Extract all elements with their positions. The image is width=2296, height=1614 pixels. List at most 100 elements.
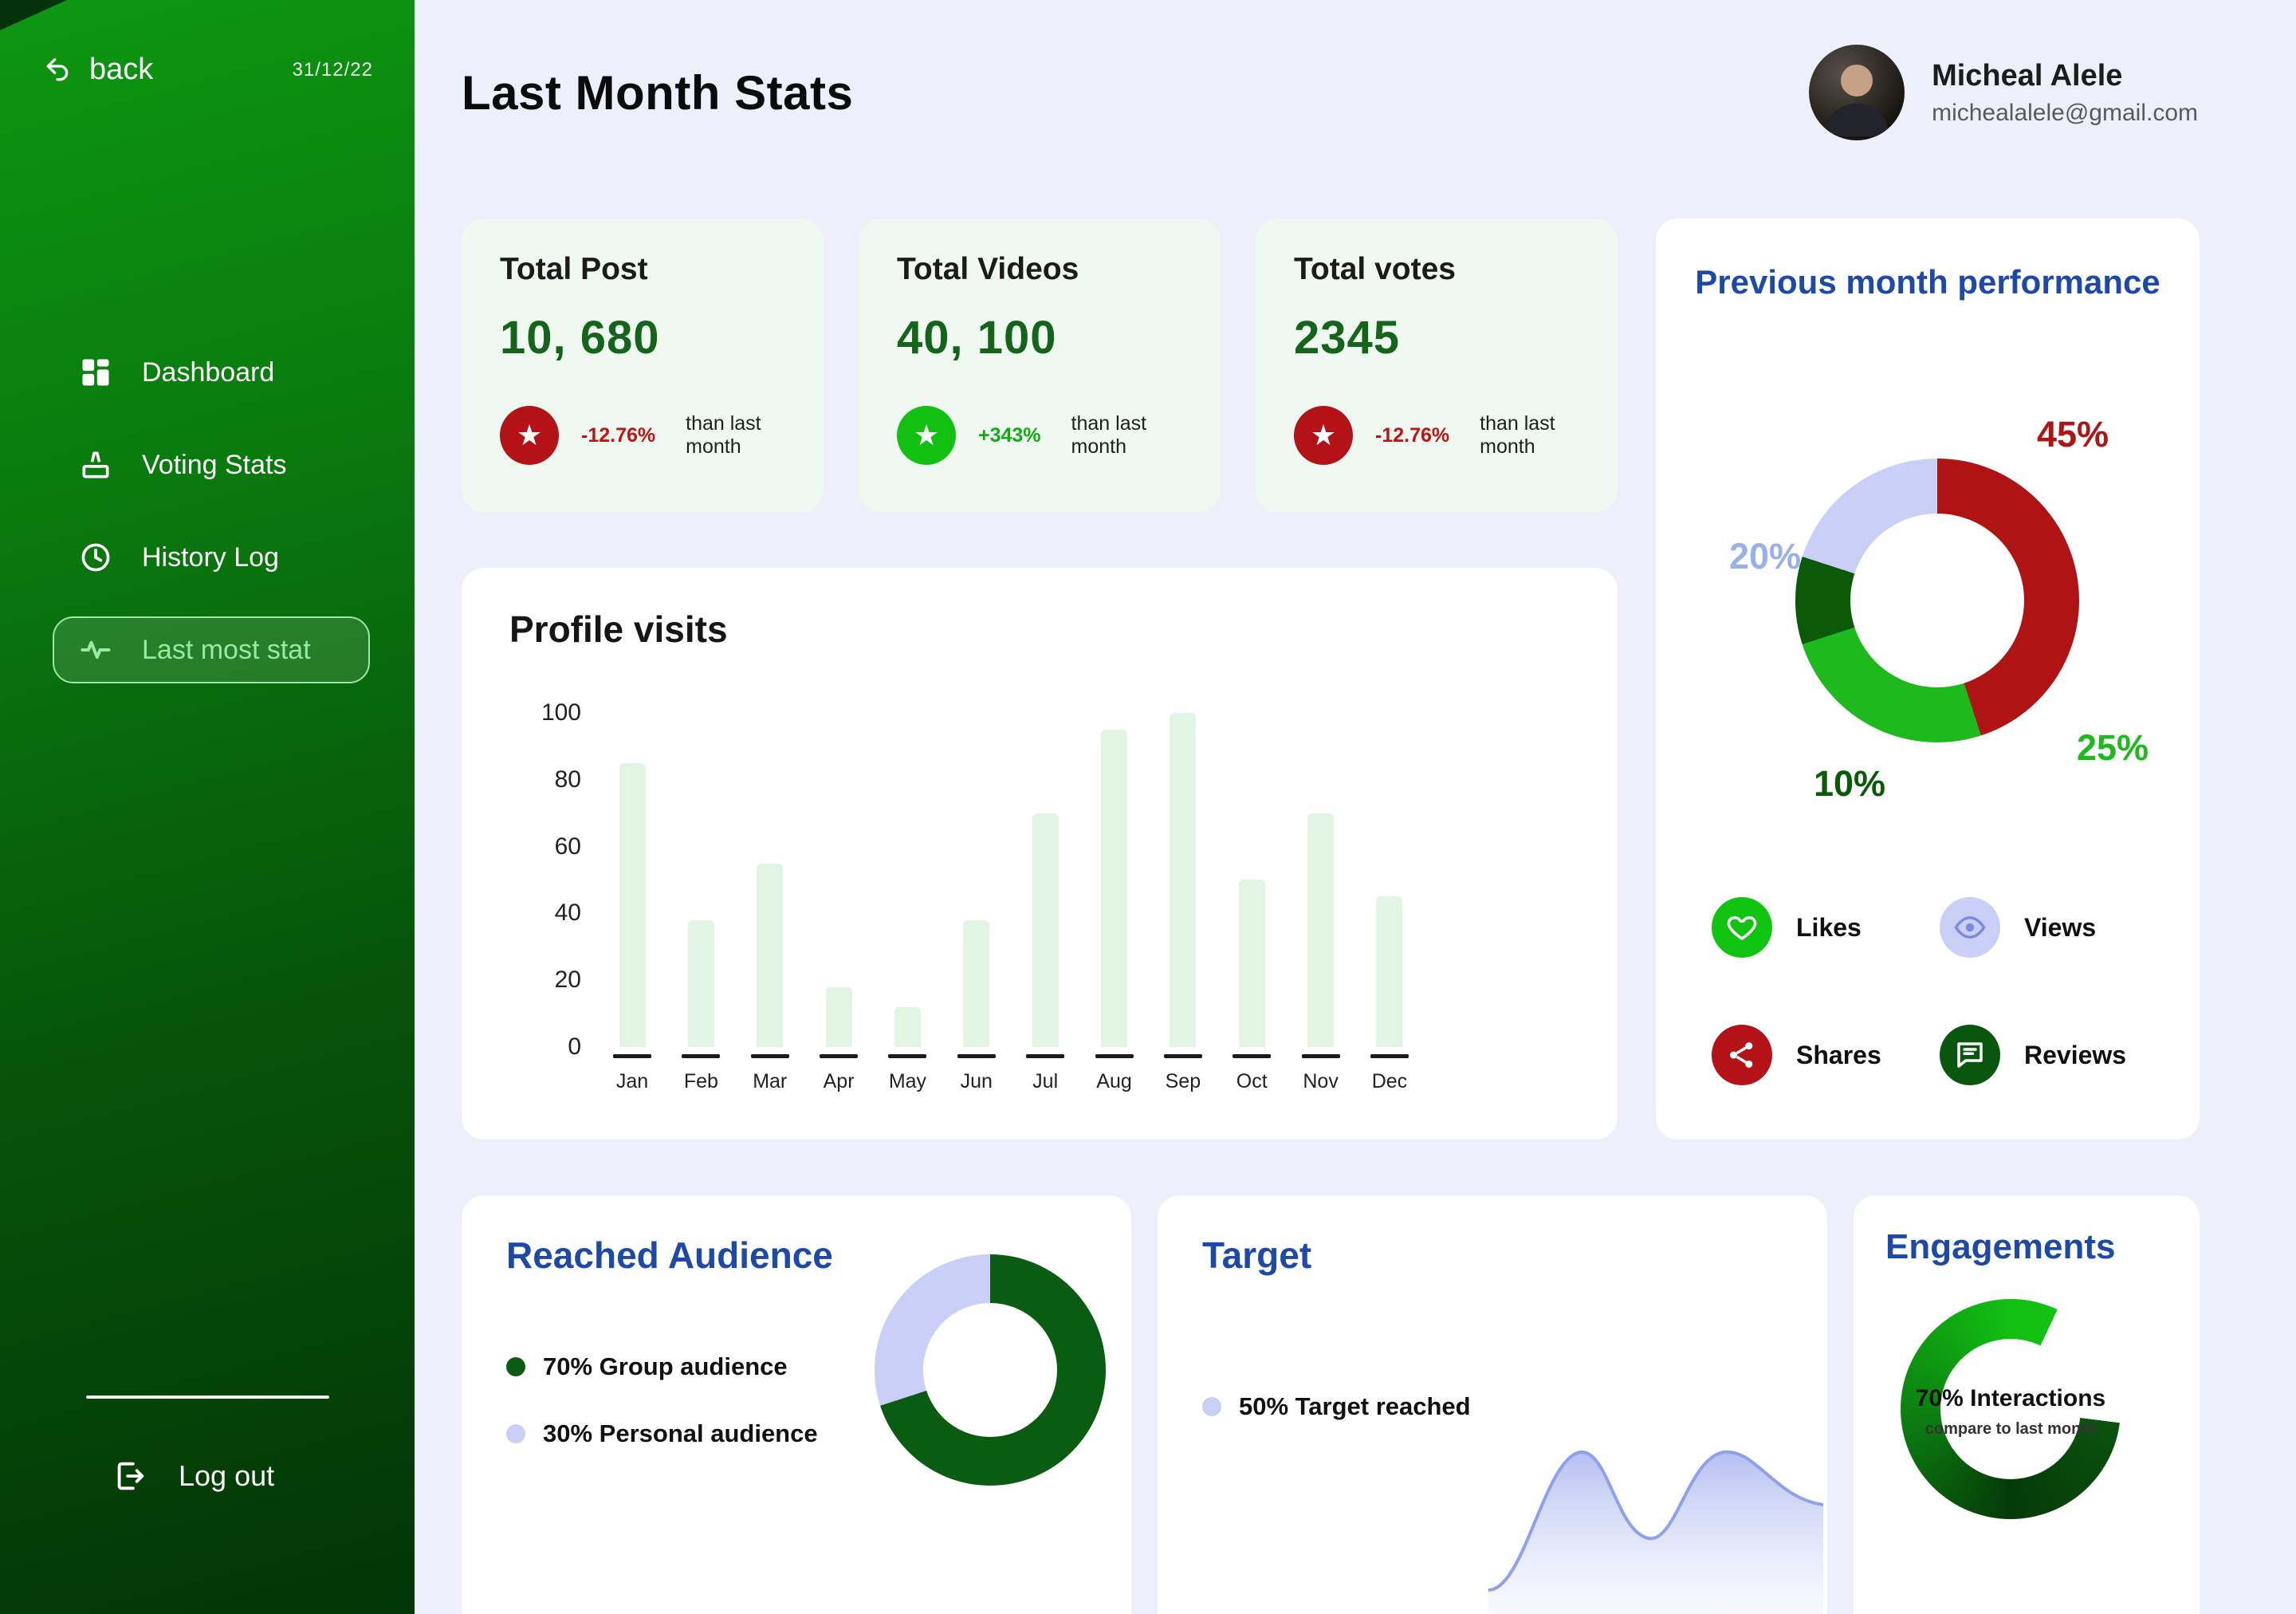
donut-label-45: 45%	[2037, 414, 2109, 455]
date-label: 31/12/22	[292, 58, 373, 81]
stat-delta: -12.76%	[1375, 423, 1450, 447]
back-label: back	[89, 53, 154, 86]
bar	[619, 763, 646, 1047]
engagement-subtext: compare to last month	[1924, 1420, 2097, 1438]
sidebar-item-history-log[interactable]: History Log	[53, 524, 370, 591]
performance-legend: Likes Views Shares	[1712, 897, 2168, 1085]
y-tick-label: 40	[554, 900, 581, 927]
star-badge-icon: ★	[897, 406, 956, 465]
audience-donut	[875, 1254, 1106, 1486]
bar	[894, 1007, 921, 1047]
bar-column: Jan	[608, 713, 656, 1092]
heart-icon	[1712, 897, 1772, 958]
x-axis-label: Dec	[1371, 1070, 1408, 1092]
x-axis-label: May	[888, 1070, 927, 1092]
axis-tick	[1163, 1054, 1202, 1058]
avatar[interactable]	[1809, 45, 1905, 140]
content: Last Month Stats Micheal Alele michealal…	[415, 0, 2296, 1614]
stats-row: Total Post 10, 680 ★ -12.76% than last m…	[462, 218, 1618, 512]
stat-value: 40, 100	[897, 312, 1057, 364]
target-legend: 50% Target reached	[1202, 1392, 1783, 1421]
engagement-gauge	[1901, 1299, 2121, 1519]
legend-item-target-reached: 50% Target reached	[1202, 1392, 1783, 1421]
star-badge-icon: ★	[1294, 406, 1353, 465]
performance-title: Previous month performance	[1695, 263, 2160, 301]
bar-column: Aug	[1091, 713, 1138, 1092]
lavender-dot-icon	[506, 1424, 525, 1443]
sidebar-item-label: Last most stat	[142, 634, 311, 665]
sidebar-item-dashboard[interactable]: Dashboard	[53, 339, 370, 406]
bar	[757, 864, 784, 1047]
bar	[1170, 713, 1197, 1047]
star-badge-icon: ★	[500, 406, 559, 465]
axis-tick	[750, 1054, 789, 1058]
legend-label: Reviews	[2024, 1040, 2127, 1069]
y-tick-label: 60	[554, 833, 581, 860]
bar	[1032, 813, 1059, 1047]
legend-label: 30% Personal audience	[543, 1419, 818, 1447]
y-tick-label: 0	[568, 1033, 581, 1060]
bar-plot: Jan Feb Mar Apr May Jun Jul Aug Sep Oct Nov Dec	[608, 713, 1413, 1092]
sidebar-top: back 31/12/22	[0, 0, 415, 87]
eye-icon	[1940, 897, 2000, 958]
bar-column: Mar	[746, 713, 794, 1092]
axis-tick	[888, 1054, 927, 1058]
sidebar-item-label: History Log	[142, 541, 279, 573]
x-axis-label: Jan	[615, 1070, 649, 1092]
donut-label-25: 25%	[2077, 727, 2149, 768]
stat-note: than last month	[686, 412, 761, 458]
green-dot-icon	[506, 1357, 525, 1376]
target-card: Target 50% Target reached	[1158, 1195, 1827, 1614]
sidebar: back 31/12/22 Dashboard Vo	[0, 0, 415, 1614]
bar	[963, 920, 990, 1047]
stat-value: 10, 680	[500, 312, 660, 364]
stat-foot: ★ -12.76% than last month	[1294, 406, 1579, 465]
share-icon	[1712, 1025, 1772, 1085]
pulse-icon	[81, 640, 111, 659]
stat-card-total-votes: Total votes 2345 ★ -12.76% than last mon…	[1256, 218, 1618, 512]
donut-hole	[1850, 514, 2024, 687]
header-row: Last Month Stats Micheal Alele michealal…	[462, 45, 2198, 140]
back-button[interactable]: back	[41, 53, 153, 87]
bar-column: Feb	[677, 713, 725, 1092]
engagements-title: Engagements	[1885, 1227, 2116, 1266]
legend-item-views: Views	[1940, 897, 2168, 958]
x-axis-label: Apr	[823, 1070, 855, 1092]
logout-label: Log out	[179, 1459, 275, 1492]
bar	[1307, 813, 1335, 1047]
y-axis: 100 80 60 40 20 0	[509, 699, 608, 1061]
legend-item-group-audience: 70% Group audience	[506, 1352, 1087, 1381]
stat-note: than last month	[1071, 412, 1147, 458]
engagements-card: Engagements 70% Interactions compare to …	[1854, 1195, 2200, 1614]
sidebar-menu: Dashboard Voting Stats History Log	[0, 326, 415, 696]
profile-visits-chart: 100 80 60 40 20 0 Jan Feb Mar Apr May Jun Jul Aug Sep…	[509, 699, 1570, 1111]
dashboard-icon	[82, 359, 109, 386]
user-profile[interactable]: Micheal Alele michealalele@gmail.com	[1809, 45, 2198, 140]
logout-button[interactable]: Log out	[112, 1458, 415, 1494]
lavender-dot-icon	[1202, 1397, 1221, 1416]
main-area: Last Month Stats Micheal Alele michealal…	[415, 0, 2296, 1614]
bar-column: Apr	[815, 713, 863, 1092]
previous-month-performance-card: Previous month performance 45% 25% 10% 2…	[1656, 218, 2200, 1140]
review-icon	[1940, 1025, 2000, 1085]
stat-title: Total votes	[1294, 252, 1456, 286]
donut-label-20: 20%	[1729, 536, 1802, 577]
x-axis-label: Mar	[753, 1070, 788, 1092]
axis-tick	[1095, 1054, 1134, 1058]
legend-label: Shares	[1796, 1040, 1881, 1069]
y-tick-label: 80	[554, 766, 581, 793]
axis-tick	[1370, 1054, 1409, 1058]
bar	[1376, 896, 1403, 1047]
profile-visits-card: Profile visits 100 80 60 40 20 0 Jan Feb Mar Apr…	[462, 568, 1618, 1140]
stat-foot: ★ -12.76% than last month	[500, 406, 785, 465]
ballot-icon	[82, 451, 109, 478]
bar-column: Dec	[1366, 713, 1413, 1092]
stat-foot: ★ +343% than last month	[897, 406, 1182, 465]
sidebar-item-voting-stats[interactable]: Voting Stats	[53, 431, 370, 498]
history-clock-icon	[81, 543, 110, 572]
sidebar-item-last-most-stat[interactable]: Last most stat	[53, 616, 370, 683]
audience-legend: 70% Group audience 30% Personal audience	[506, 1352, 1087, 1448]
user-email: michealalele@gmail.com	[1932, 99, 2198, 126]
legend-item-personal-audience: 30% Personal audience	[506, 1419, 1087, 1448]
